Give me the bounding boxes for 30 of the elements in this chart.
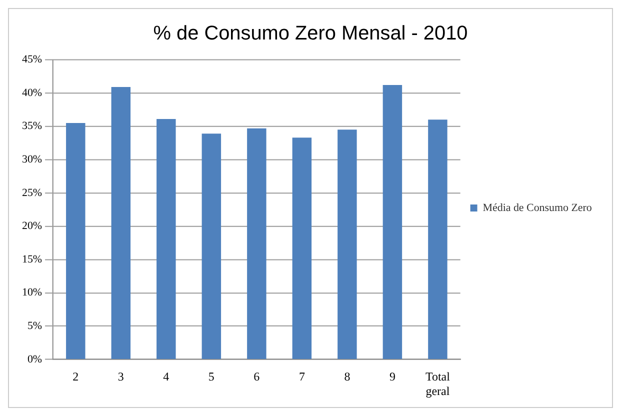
- x-tick-label: 5: [208, 370, 214, 384]
- chart-title: % de Consumo Zero Mensal - 2010: [153, 22, 468, 44]
- x-tick-label: 2: [72, 370, 79, 384]
- bar: [247, 128, 266, 359]
- y-tick-label: 35%: [22, 120, 42, 132]
- x-tick-label: 6: [254, 370, 260, 384]
- bar: [338, 130, 357, 359]
- x-tick-label: 4: [163, 370, 170, 384]
- y-tick-label: 5%: [27, 320, 42, 332]
- legend-label: Média de Consumo Zero: [482, 202, 592, 214]
- y-tick-label: 30%: [22, 154, 42, 166]
- y-tick-label: 20%: [22, 220, 42, 232]
- bar: [156, 119, 176, 359]
- y-tick-label: 45%: [22, 54, 42, 66]
- bar: [292, 138, 312, 359]
- y-tick-label: 40%: [22, 86, 42, 99]
- y-tick-label: 15%: [22, 253, 42, 266]
- bar: [382, 85, 402, 359]
- x-tick-label: 3: [118, 370, 124, 384]
- y-tick-label: 25%: [22, 186, 42, 199]
- bar: [111, 87, 131, 359]
- y-tick-label: 10%: [22, 286, 42, 299]
- x-tick-label: 8: [344, 370, 350, 384]
- bar: [66, 123, 86, 359]
- bar: [428, 120, 448, 359]
- x-tick-label: 7: [298, 370, 305, 384]
- x-tick-label: 9: [389, 370, 396, 384]
- x-tick-label: Total geral: [426, 370, 451, 398]
- y-tick-label: 0%: [27, 353, 42, 366]
- bar: [202, 134, 222, 359]
